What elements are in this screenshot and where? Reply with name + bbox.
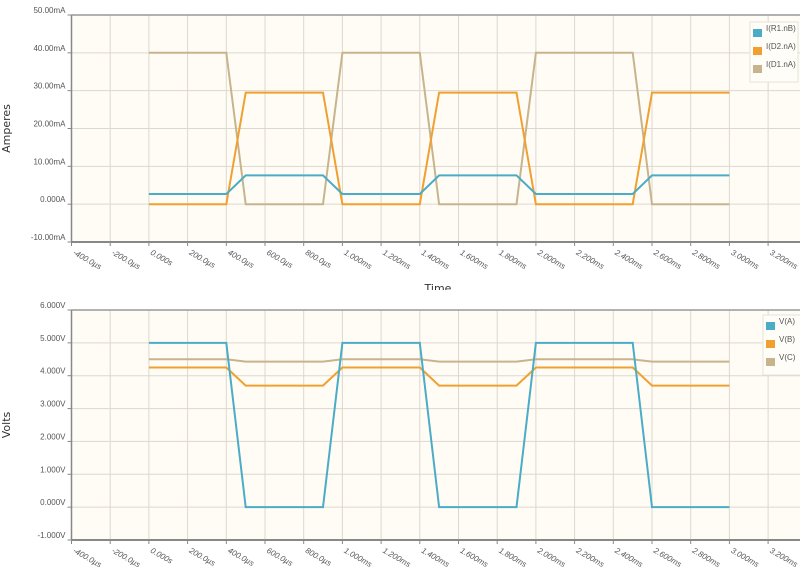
y-axis-title: Amperes: [0, 104, 13, 153]
legend-item[interactable]: V(C): [766, 353, 796, 366]
x-tick-label: 3.200ms: [768, 546, 799, 569]
x-tick-label: 600.0µs: [265, 248, 294, 270]
x-tick-label: -200.0µs: [110, 546, 142, 569]
y-axis-title: Volts: [0, 411, 13, 438]
y-tick-label: 4.000V: [40, 367, 66, 376]
legend-item[interactable]: I(R1.nB): [753, 24, 796, 37]
x-tick-label: 1.000ms: [342, 248, 373, 271]
x-tick-labels: -400.0µs -200.0µs 0.000s 200.0µs 400.0µs 600.…: [71, 540, 799, 569]
x-tick-label: 1.200ms: [381, 248, 412, 271]
series-group: [148, 51, 730, 206]
x-tick-label: 2.800ms: [690, 545, 722, 569]
y-tick-label: 20.00mA: [33, 120, 66, 129]
x-tick-label: 1.400ms: [420, 546, 451, 569]
legend-item[interactable]: V(A): [766, 317, 795, 330]
x-tick-label: 1.400ms: [420, 248, 451, 271]
x-tick-label: 1.800ms: [497, 546, 528, 569]
y-tick-labels: 50.00mA 40.00mA 30.00mA 20.00mA 10.00mA 0.000…: [31, 6, 72, 243]
x-tick-label: 800.0µs: [304, 546, 333, 568]
x-tick-label: -400.0µs: [72, 546, 104, 569]
y-tick-label: -10.00mA: [31, 233, 66, 242]
x-tick-label: 1.600ms: [459, 248, 490, 271]
legend-swatch: [753, 29, 762, 37]
series-group: [148, 341, 730, 509]
x-tick-label: -200.0µs: [110, 248, 142, 271]
legend-label: V(C): [779, 353, 796, 362]
y-tick-label: 1.000V: [40, 465, 66, 474]
legend: I(R1.nB) I(D2.nA) I(D1.nA): [749, 21, 799, 83]
voltage-chart: 6.000V 5.000V 4.000V 3.000V 2.000V 1.000V 0.00…: [0, 301, 800, 569]
x-tick-label: 200.0µs: [187, 247, 217, 270]
x-tick-label: 1.600ms: [459, 546, 490, 569]
x-tick-label: 0.000s: [149, 546, 174, 566]
x-axis-title: Time: [424, 282, 452, 290]
y-tick-labels: 6.000V 5.000V 4.000V 3.000V 2.000V 1.000V 0.00…: [37, 301, 72, 541]
x-tick-label: 3.000ms: [729, 248, 760, 271]
series-line-v-c: [148, 358, 730, 363]
legend-swatch: [766, 340, 775, 348]
legend-label: I(R1.nB): [766, 24, 796, 33]
legend-swatch: [766, 358, 775, 366]
x-tick-label: 600.0µs: [265, 546, 294, 568]
x-tick-label: 2.000ms: [535, 545, 567, 569]
x-tick-label: 2.400ms: [612, 545, 644, 569]
x-tick-label: 2.200ms: [574, 247, 606, 271]
x-tick-labels: -400.0µs -200.0µs 0.000s 200.0µs 400.0µs 600.…: [71, 242, 799, 271]
x-tick-label: 2.400ms: [612, 247, 644, 271]
legend-label: I(D1.nA): [766, 60, 796, 69]
plot-area: [71, 310, 800, 540]
x-tick-label: 800.0µs: [304, 248, 333, 270]
x-tick-label: 200.0µs: [187, 545, 217, 568]
series-line-v-a: [148, 341, 730, 509]
legend-item[interactable]: I(D2.nA): [753, 42, 796, 55]
x-tick-label: 2.800ms: [690, 247, 722, 271]
y-tick-label: 10.00mA: [33, 157, 66, 166]
x-tick-label: 1.200ms: [381, 546, 412, 569]
x-tick-label: 3.200ms: [768, 248, 799, 271]
x-tick-label: 400.0µs: [226, 546, 255, 568]
y-tick-label: 40.00mA: [33, 44, 66, 53]
y-tick-label: 50.00mA: [33, 6, 66, 15]
y-tick-label: 5.000V: [40, 334, 66, 343]
x-tick-label: 3.000ms: [729, 546, 760, 569]
current-chart: 50.00mA 40.00mA 30.00mA 20.00mA 10.00mA 0.000…: [0, 6, 800, 290]
legend-swatch: [753, 47, 762, 55]
legend-swatch: [766, 322, 775, 330]
y-tick-label: -1.000V: [37, 531, 66, 540]
legend-item[interactable]: V(B): [766, 335, 795, 348]
x-tick-label: 2.200ms: [574, 545, 606, 569]
y-tick-label: 3.000V: [40, 400, 66, 409]
legend-item[interactable]: I(D1.nA): [753, 60, 796, 73]
x-tick-label: -400.0µs: [72, 248, 104, 271]
x-tick-label: 2.600ms: [651, 545, 683, 569]
y-tick-label: 6.000V: [40, 301, 66, 310]
series-line-i-r1-nb: [148, 174, 730, 195]
legend: V(A) V(B) V(C): [762, 314, 800, 376]
legend-label: V(A): [779, 317, 795, 326]
x-tick-label: 2.600ms: [651, 247, 683, 271]
x-tick-label: 2.000ms: [535, 247, 567, 271]
legend-label: I(D2.nA): [766, 42, 796, 51]
y-tick-label: 30.00mA: [33, 82, 66, 91]
y-tick-label: 0.000V: [40, 498, 66, 507]
x-tick-label: 1.800ms: [497, 248, 528, 271]
x-tick-label: 0.000s: [149, 248, 174, 268]
y-tick-label: 2.000V: [40, 432, 66, 441]
x-tick-label: 400.0µs: [226, 248, 255, 270]
x-tick-label: 1.000ms: [342, 546, 373, 569]
legend-label: V(B): [779, 335, 795, 344]
series-line-i-d2-na: [148, 91, 730, 206]
y-tick-label: 0.000A: [40, 195, 66, 204]
legend-swatch: [753, 65, 762, 73]
